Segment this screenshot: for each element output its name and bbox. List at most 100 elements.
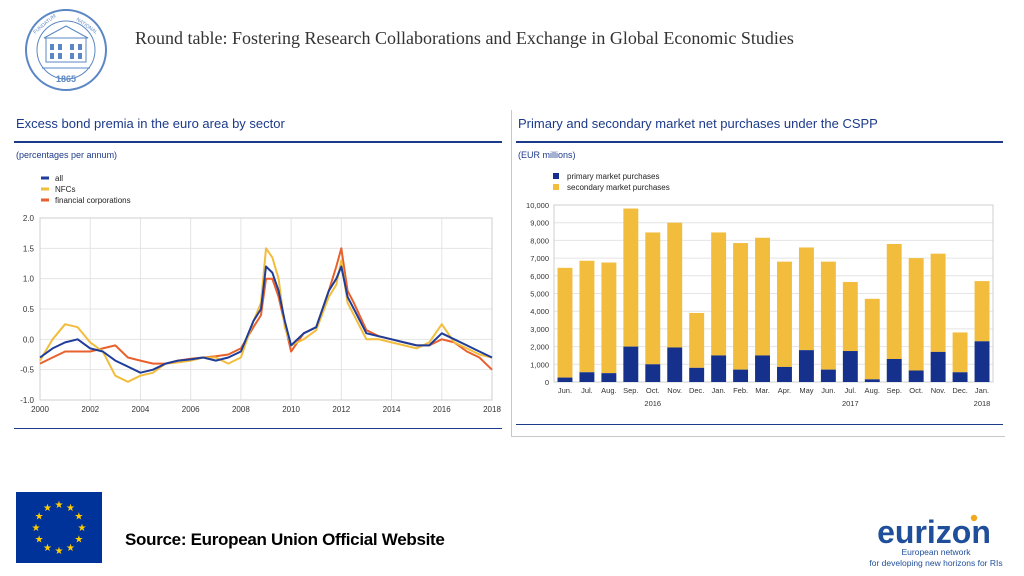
panel-bottom-rule: [516, 424, 1003, 425]
y-tick-label: 4,000: [530, 307, 549, 316]
bar-secondary: [777, 261, 792, 367]
chart-title: Excess bond premia in the euro area by s…: [16, 116, 285, 131]
x-tick-label: Apr.: [778, 386, 791, 395]
bar-secondary: [623, 208, 639, 347]
x-tick-label: Aug.: [601, 386, 616, 395]
star-icon: ★: [74, 512, 83, 523]
cspp-chart-panel: Primary and secondary market net purchas…: [511, 110, 1005, 437]
bar-primary: [864, 379, 880, 382]
bar-primary: [733, 369, 749, 382]
star-icon: ★: [35, 535, 44, 546]
chart-title: Primary and secondary market net purchas…: [518, 116, 878, 131]
plot-frame: [39, 217, 493, 401]
bar-primary: [623, 346, 639, 382]
x-tick-label: 2010: [282, 405, 300, 414]
seal-year: 1865: [56, 74, 76, 84]
x-tick-label: 2008: [232, 405, 250, 414]
slide-title: Round table: Fostering Research Collabor…: [135, 28, 794, 48]
x-tick-label: Nov.: [931, 386, 946, 395]
star-icon: ★: [66, 503, 75, 514]
bar-secondary: [952, 332, 968, 373]
bar-primary: [557, 377, 573, 382]
bar-secondary: [798, 247, 814, 351]
y-tick-label: 1.5: [23, 244, 35, 253]
bar-primary: [908, 370, 924, 382]
panel-bottom-rule: [14, 428, 502, 429]
bar-primary: [798, 350, 814, 382]
bond-premia-chart-panel: Excess bond premia in the euro area by s…: [10, 110, 504, 432]
bar-secondary: [886, 243, 902, 359]
bar-primary: [952, 372, 968, 382]
bar-secondary: [689, 312, 705, 368]
y-tick-label: 7,000: [530, 254, 549, 263]
x-tick-label: Dec.: [689, 386, 704, 395]
x-tick-label: Jul.: [844, 386, 856, 395]
star-icon: ★: [78, 523, 87, 534]
x-tick-label: 2006: [182, 405, 200, 414]
star-icon: ★: [74, 535, 83, 546]
year-label: 2017: [842, 399, 859, 408]
star-icon: ★: [55, 546, 64, 557]
legend-label: NFCs: [55, 185, 75, 194]
x-tick-label: Dec.: [952, 386, 967, 395]
y-tick-label: 0: [545, 378, 549, 387]
star-icon: ★: [55, 500, 64, 511]
bar-secondary: [645, 232, 661, 365]
bar-secondary: [557, 267, 573, 378]
bar-primary: [930, 351, 946, 382]
bar-primary: [886, 358, 902, 382]
eurizon-logo: eurizon European network for developing …: [869, 514, 1002, 568]
y-tick-label: 9,000: [530, 219, 549, 228]
bar-primary: [777, 366, 792, 382]
x-tick-label: May: [799, 386, 813, 395]
x-tick-label: Mar.: [755, 386, 770, 395]
series-line-all: [39, 265, 493, 374]
y-tick-label: -0.5: [20, 366, 34, 375]
chart-unit: (EUR millions): [518, 150, 576, 160]
x-tick-label: 2000: [31, 405, 49, 414]
bar-secondary: [908, 258, 924, 371]
x-tick-label: Jul.: [581, 386, 593, 395]
x-tick-label: Nov.: [667, 386, 682, 395]
star-icon: ★: [35, 512, 44, 523]
year-label: 2016: [644, 399, 661, 408]
bar-primary: [842, 351, 858, 382]
title-rule: [516, 141, 1003, 143]
x-tick-label: Oct.: [646, 386, 660, 395]
y-tick-label: 3,000: [530, 325, 549, 334]
x-tick-label: 2016: [433, 405, 451, 414]
legend-label: all: [55, 174, 63, 183]
bar-primary: [974, 341, 990, 382]
plot-frame: [553, 204, 994, 383]
bar-primary: [820, 369, 836, 382]
bar-primary: [667, 347, 683, 382]
star-icon: ★: [66, 543, 75, 554]
eu-flag-logo: ★ ★★★★★★★★★★★: [16, 492, 102, 563]
y-tick-label: 1.0: [23, 275, 35, 284]
bar-secondary: [864, 298, 880, 380]
bar-secondary: [733, 243, 749, 370]
legend-label: primary market purchases: [567, 172, 659, 181]
bar-secondary: [667, 222, 683, 348]
series-line-nfcs: [39, 247, 493, 383]
x-tick-label: Aug.: [865, 386, 880, 395]
y-tick-label: -1.0: [20, 396, 34, 405]
x-tick-label: 2004: [132, 405, 150, 414]
bar-secondary: [755, 237, 770, 356]
y-tick-label: 0.5: [23, 305, 35, 314]
bar-primary: [601, 373, 617, 382]
title-rule: [14, 141, 502, 143]
chart-unit: (percentages per annum): [16, 150, 118, 160]
star-icon: ★: [43, 503, 52, 514]
x-tick-label: 2014: [383, 405, 401, 414]
bar-secondary: [601, 262, 617, 374]
y-tick-label: 0.0: [23, 335, 35, 344]
bar-secondary: [974, 281, 990, 342]
bar-primary: [755, 355, 770, 382]
eurizon-dot-icon: [970, 514, 978, 522]
bar-secondary: [711, 232, 727, 356]
x-tick-label: Jan.: [712, 386, 726, 395]
x-tick-label: Jun.: [558, 386, 572, 395]
x-tick-label: Oct.: [909, 386, 923, 395]
